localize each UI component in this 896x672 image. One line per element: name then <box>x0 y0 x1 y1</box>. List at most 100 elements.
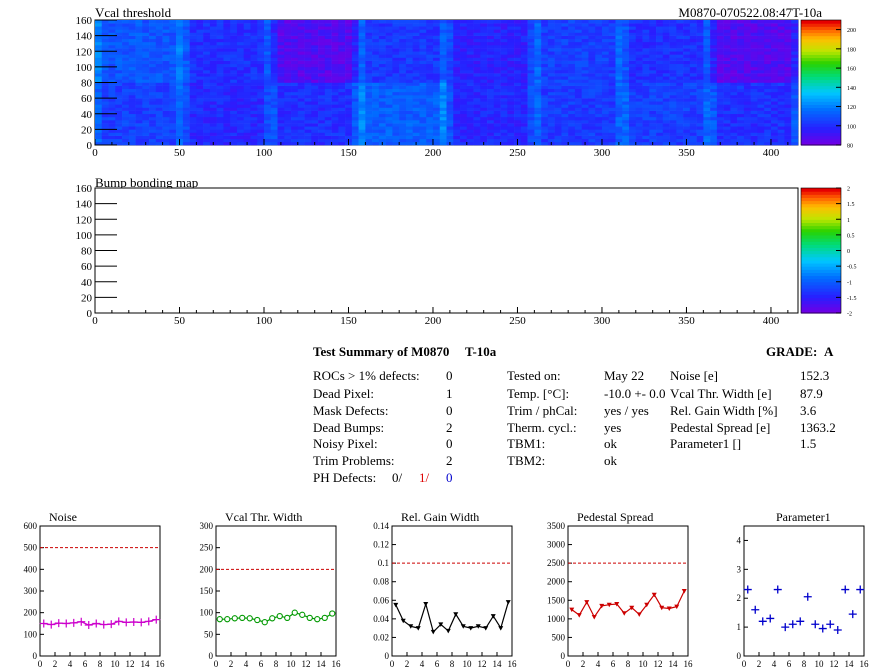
heatmap-cell <box>331 138 339 143</box>
heatmap-cell <box>581 48 589 52</box>
y-tick-label: 250 <box>200 543 214 553</box>
heatmap-cell <box>439 85 447 90</box>
heatmap-cell <box>358 101 366 105</box>
heatmap-cell <box>365 26 373 30</box>
heatmap-cell <box>460 107 468 111</box>
heatmap-cell <box>358 88 366 93</box>
heatmap-cell <box>534 98 542 102</box>
heatmap-cell <box>757 70 765 74</box>
heatmap-cell <box>460 35 468 40</box>
heatmap-cell <box>318 132 326 136</box>
heatmap-cell <box>541 79 549 83</box>
heatmap-cell <box>770 95 779 99</box>
heatmap-cell <box>345 54 353 58</box>
heatmap-cell <box>480 129 488 133</box>
heatmap-cell <box>460 66 468 71</box>
heatmap-cell <box>223 41 231 46</box>
heatmap-cell <box>351 35 359 40</box>
data-point <box>818 624 827 633</box>
heatmap-cell <box>547 91 555 96</box>
heatmap-cell <box>588 41 596 46</box>
heatmap-cell <box>209 91 217 96</box>
heatmap-cell <box>784 91 792 96</box>
heatmap-cell <box>588 23 596 27</box>
heatmap-cell <box>480 54 488 58</box>
heatmap-cell <box>635 95 643 99</box>
heatmap-cell <box>453 66 461 71</box>
heatmap-cell <box>737 95 745 99</box>
heatmap-cell <box>662 123 670 127</box>
heatmap-cell <box>405 51 413 55</box>
heatmap-cell <box>547 116 555 121</box>
heatmap-cell <box>284 135 292 140</box>
heatmap-cell <box>365 141 373 146</box>
heatmap-cell <box>764 116 772 121</box>
heatmap-cell <box>507 41 515 46</box>
result-label: Pedestal Spread [e] <box>670 420 771 435</box>
heatmap-cell <box>460 126 468 130</box>
heatmap-cell <box>777 23 785 27</box>
heatmap-cell <box>101 20 109 24</box>
heatmap-cell <box>250 41 258 46</box>
color-scale-band <box>801 73 841 77</box>
heatmap-cell <box>710 76 718 80</box>
heatmap-cell <box>230 113 238 118</box>
heatmap-cell <box>635 132 643 136</box>
heatmap-cell <box>101 141 109 146</box>
heatmap-cell <box>122 132 130 136</box>
heatmap-cell <box>385 91 393 96</box>
heatmap-cell <box>770 35 779 40</box>
heatmap-cell <box>487 48 495 52</box>
heatmap-cell <box>554 113 562 118</box>
heatmap-cell <box>460 32 468 36</box>
heatmap-cell <box>642 116 650 121</box>
heatmap-cell <box>236 63 245 68</box>
heatmap-cell <box>689 85 697 90</box>
heatmap-cell <box>757 35 765 40</box>
heatmap-cell <box>128 66 136 71</box>
heatmap-cell <box>750 88 758 93</box>
heatmap-cell <box>257 41 265 46</box>
heatmap-cell <box>656 126 664 130</box>
heatmap-cell <box>743 113 751 118</box>
heatmap-cell <box>683 38 691 43</box>
heatmap-cell <box>169 23 177 27</box>
heatmap-cell <box>460 104 468 108</box>
heatmap-cell <box>588 82 596 86</box>
heatmap-cell <box>304 104 312 108</box>
heatmap-cell <box>574 41 582 46</box>
heatmap-cell <box>324 107 332 111</box>
heatmap-cell <box>473 101 481 105</box>
heatmap-cell <box>392 135 400 140</box>
heatmap-cell <box>466 35 474 40</box>
heatmap-cell <box>473 20 481 24</box>
heatmap-cell <box>392 129 400 133</box>
y-tick-label: 200 <box>200 564 214 574</box>
heatmap-cell <box>101 26 109 30</box>
z-tick-label: -0.5 <box>847 265 857 271</box>
heatmap-cell <box>399 29 407 33</box>
heatmap-cell <box>426 23 434 27</box>
heatmap-cell <box>223 79 231 83</box>
defect-label: Noisy Pixel: <box>313 436 378 451</box>
heatmap-cell <box>446 79 454 83</box>
heatmap-cell <box>716 113 724 118</box>
heatmap-cell <box>223 129 231 133</box>
heatmap-cell <box>426 110 434 115</box>
heatmap-cell <box>439 91 447 96</box>
heatmap-cell <box>331 129 339 133</box>
heatmap-cell <box>358 38 366 43</box>
heatmap-cell <box>541 107 549 111</box>
heatmap-cell <box>291 41 299 46</box>
heatmap-cell <box>169 35 177 40</box>
data-point <box>261 619 268 626</box>
heatmap-cell <box>764 126 772 130</box>
heatmap-cell <box>534 110 542 115</box>
heatmap-cell <box>770 54 779 58</box>
heatmap-cell <box>372 91 380 96</box>
heatmap-cell <box>750 26 758 30</box>
heatmap-cell <box>466 107 474 111</box>
heatmap-cell <box>642 45 650 49</box>
heatmap-cell <box>703 38 711 43</box>
heatmap-cell <box>703 23 711 27</box>
